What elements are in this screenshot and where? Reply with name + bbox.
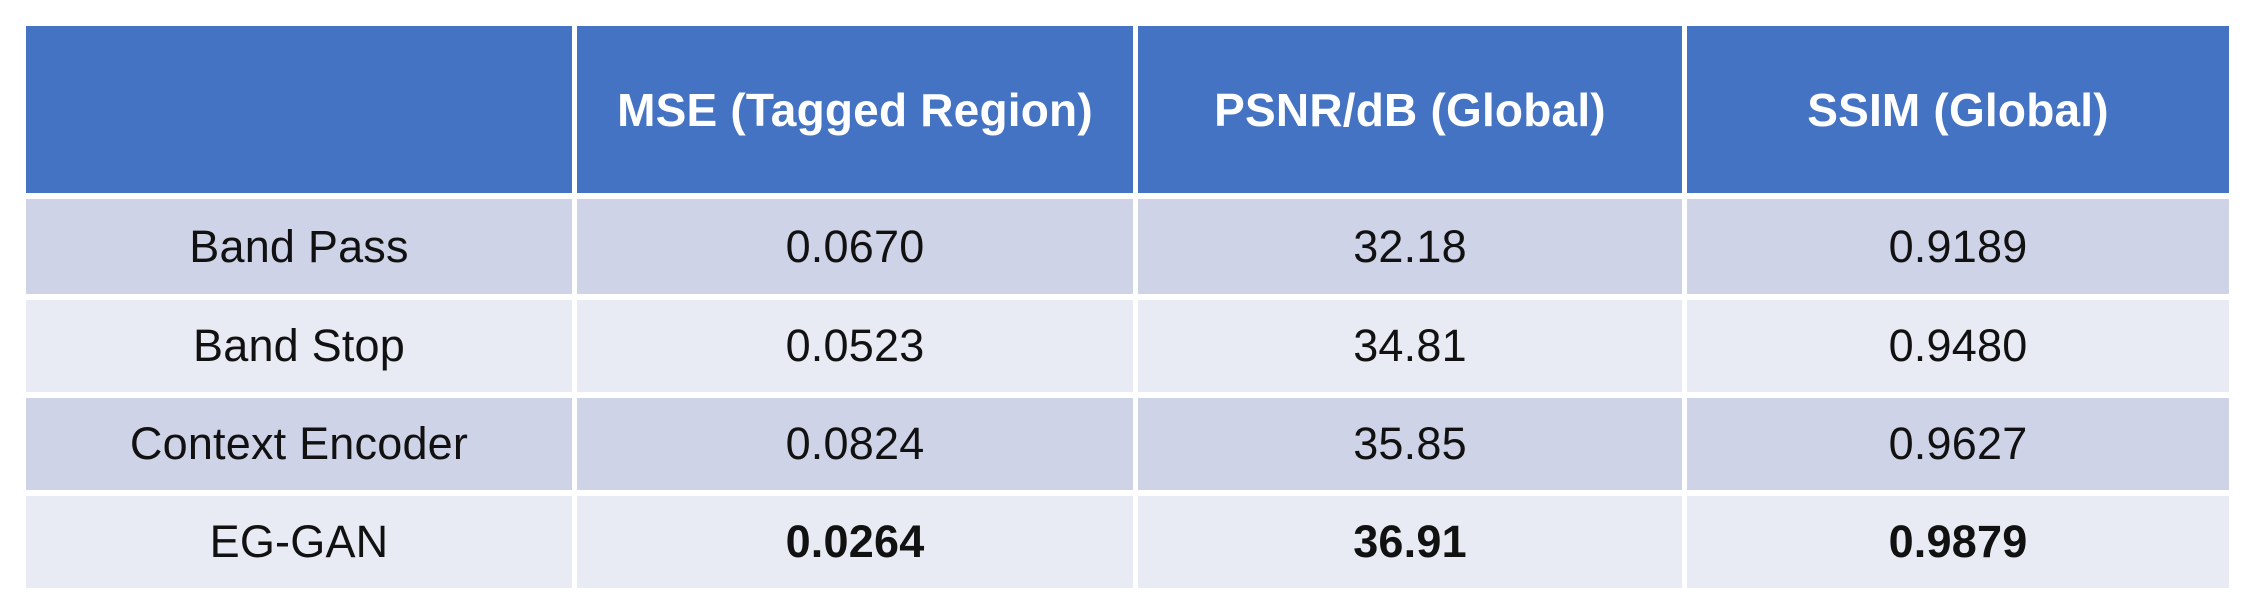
- cell-mse: 0.0670: [577, 199, 1133, 294]
- cell-mse: 0.0523: [577, 300, 1133, 392]
- cell-ssim: 0.9189: [1687, 199, 2229, 294]
- row-label: EG-GAN: [26, 496, 572, 588]
- cell-psnr: 34.81: [1138, 300, 1682, 392]
- column-header-empty: [26, 26, 572, 193]
- row-label: Band Pass: [26, 199, 572, 294]
- cell-psnr: 32.18: [1138, 199, 1682, 294]
- row-label: Band Stop: [26, 300, 572, 392]
- cell-ssim: 0.9627: [1687, 398, 2229, 490]
- row-label: Context Encoder: [26, 398, 572, 490]
- results-table: MSE (Tagged Region) PSNR/dB (Global) SSI…: [26, 26, 2229, 588]
- column-header-psnr: PSNR/dB (Global): [1138, 26, 1682, 193]
- cell-ssim: 0.9879: [1687, 496, 2229, 588]
- cell-psnr: 36.91: [1138, 496, 1682, 588]
- cell-psnr: 35.85: [1138, 398, 1682, 490]
- column-header-mse: MSE (Tagged Region): [577, 26, 1133, 193]
- column-header-ssim: SSIM (Global): [1687, 26, 2229, 193]
- cell-ssim: 0.9480: [1687, 300, 2229, 392]
- cell-mse: 0.0264: [577, 496, 1133, 588]
- cell-mse: 0.0824: [577, 398, 1133, 490]
